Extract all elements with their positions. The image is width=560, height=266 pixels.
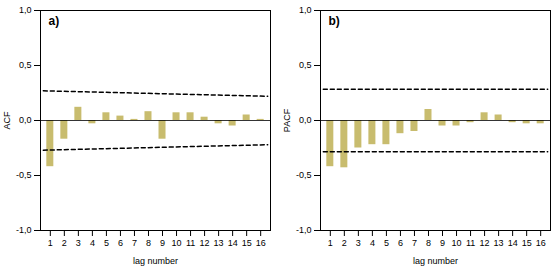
svg-text:0,5: 0,5 — [299, 60, 312, 70]
svg-text:10: 10 — [452, 238, 462, 248]
svg-text:-0,5: -0,5 — [296, 170, 312, 180]
svg-text:-1,0: -1,0 — [296, 225, 312, 235]
svg-text:12: 12 — [480, 238, 490, 248]
svg-text:4: 4 — [370, 238, 375, 248]
svg-text:3: 3 — [76, 238, 81, 248]
svg-text:4: 4 — [90, 238, 95, 248]
svg-text:15: 15 — [522, 238, 532, 248]
svg-text:0,5: 0,5 — [19, 60, 32, 70]
svg-text:lag number: lag number — [413, 256, 458, 266]
svg-text:7: 7 — [132, 238, 137, 248]
svg-text:10: 10 — [172, 238, 182, 248]
svg-text:b): b) — [329, 14, 340, 28]
svg-text:1: 1 — [48, 238, 53, 248]
svg-text:1,0: 1,0 — [299, 5, 312, 15]
svg-text:lag number: lag number — [133, 256, 178, 266]
svg-text:14: 14 — [508, 238, 518, 248]
svg-text:15: 15 — [242, 238, 252, 248]
svg-text:-1,0: -1,0 — [16, 225, 32, 235]
svg-text:12: 12 — [200, 238, 210, 248]
svg-text:11: 11 — [186, 238, 195, 248]
svg-text:6: 6 — [398, 238, 403, 248]
svg-text:PACF: PACF — [282, 108, 292, 132]
svg-text:1: 1 — [328, 238, 333, 248]
svg-text:5: 5 — [384, 238, 389, 248]
svg-text:16: 16 — [256, 238, 266, 248]
svg-text:13: 13 — [494, 238, 504, 248]
svg-text:0,0: 0,0 — [299, 115, 312, 125]
svg-text:a): a) — [49, 14, 60, 28]
svg-text:11: 11 — [466, 238, 475, 248]
svg-text:ACF: ACF — [2, 111, 12, 130]
svg-text:7: 7 — [412, 238, 417, 248]
svg-text:-0,5: -0,5 — [16, 170, 32, 180]
svg-text:6: 6 — [118, 238, 123, 248]
svg-text:2: 2 — [62, 238, 67, 248]
svg-text:5: 5 — [104, 238, 109, 248]
svg-text:16: 16 — [536, 238, 546, 248]
svg-text:9: 9 — [440, 238, 445, 248]
svg-text:0,0: 0,0 — [19, 115, 32, 125]
svg-text:1,0: 1,0 — [19, 5, 32, 15]
svg-text:2: 2 — [342, 238, 347, 248]
svg-text:9: 9 — [160, 238, 165, 248]
svg-text:8: 8 — [146, 238, 151, 248]
svg-text:14: 14 — [228, 238, 238, 248]
svg-text:13: 13 — [214, 238, 224, 248]
svg-text:3: 3 — [356, 238, 361, 248]
svg-text:8: 8 — [426, 238, 431, 248]
